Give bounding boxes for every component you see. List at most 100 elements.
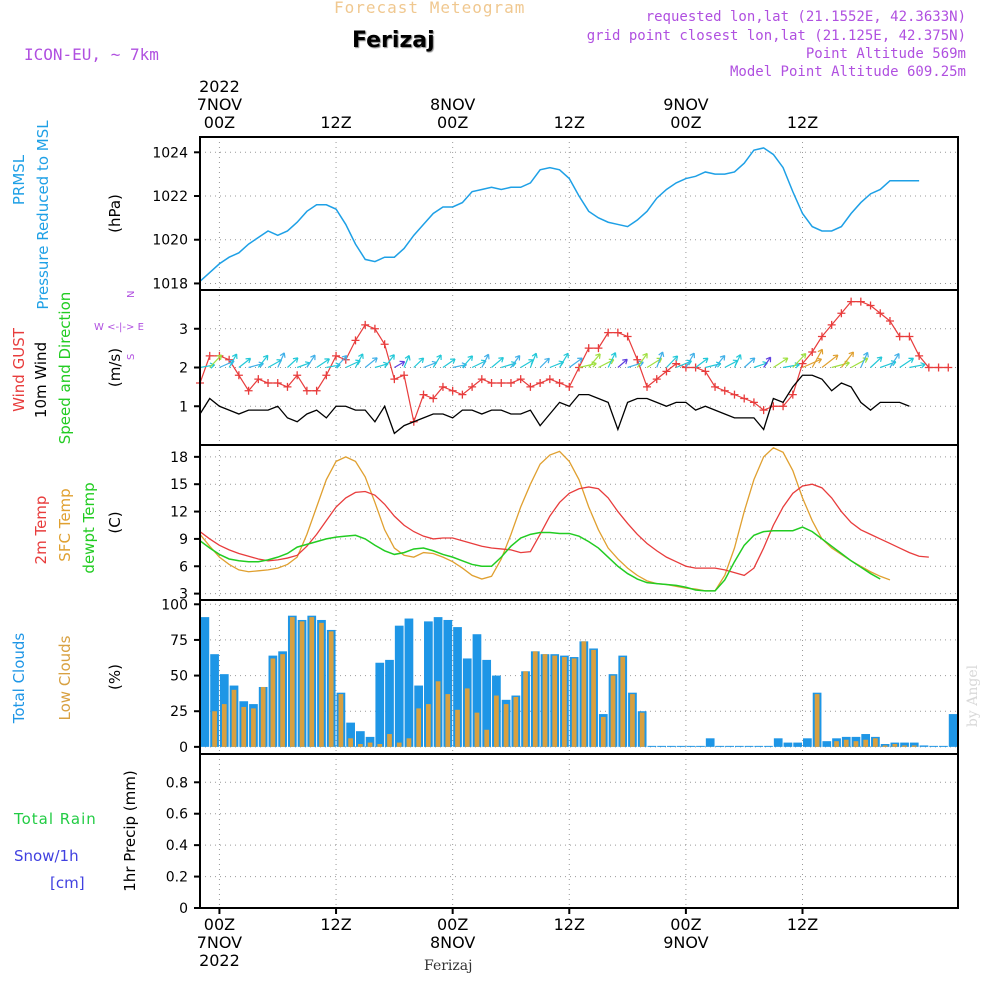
bottom-time-label: 8NOV (430, 933, 475, 952)
wind-arrow-head (689, 352, 696, 359)
series-label: Total Rain (13, 810, 97, 828)
ytick-label: 12 (170, 505, 188, 521)
low-cloud-bar (882, 745, 888, 747)
series-label: 2m Temp (32, 496, 50, 565)
wind-arrow-head (450, 358, 456, 364)
total-cloud-bar (424, 621, 433, 747)
compass-n: N (126, 291, 137, 298)
gust-point (788, 390, 797, 399)
series-layer (196, 147, 958, 747)
low-cloud-bar (523, 671, 528, 747)
ytick-label: 3 (179, 322, 188, 338)
ylabel-precip: 1hr Precip (mm) (121, 770, 139, 891)
low-cloud-bar (892, 744, 898, 747)
wind-arrow (802, 358, 822, 369)
gust-point (924, 363, 933, 372)
total-cloud-bar (909, 742, 919, 747)
ytick-label: 100 (161, 597, 188, 613)
ytick-label: 1024 (152, 145, 188, 161)
wind-arrow (491, 357, 504, 368)
series-label: dewpt Temp (80, 482, 98, 573)
wind-arrow-head (782, 357, 789, 363)
gust-point (565, 382, 574, 391)
wind-arrow-head (467, 355, 474, 361)
frame-precip (199, 753, 959, 909)
gust-point (458, 390, 467, 399)
wind-arrow-head (894, 353, 900, 359)
wind-arrow (899, 357, 914, 368)
wind-arrow (733, 354, 742, 368)
ytick-label: 75 (170, 633, 188, 649)
low-cloud-bar (600, 716, 606, 747)
total-cloud-bar (803, 738, 812, 747)
wind-arrow (384, 354, 395, 368)
gust-point (244, 386, 253, 395)
wind-arrow-head (404, 355, 411, 361)
gust-point (506, 379, 515, 387)
low-cloud-bar (630, 694, 635, 747)
gust-point (720, 386, 729, 395)
gust-point (264, 379, 273, 387)
wind-arrow (792, 353, 807, 368)
watermark: by Angel (962, 660, 992, 740)
wind-arrow (909, 363, 926, 369)
gust-point (934, 363, 943, 372)
gust-point (205, 351, 214, 360)
gust-point (672, 359, 681, 368)
pressure-line (199, 147, 920, 282)
wind-arrow (287, 357, 299, 368)
wind-arrow (636, 353, 648, 368)
ytick-label: 0.2 (166, 870, 188, 886)
total-cloud-bar (355, 731, 365, 747)
gust-point (730, 390, 739, 399)
gust-point (380, 340, 389, 349)
low-cloud-bar (455, 709, 460, 747)
low-cloud-bar (814, 694, 820, 747)
total-cloud-bar (900, 742, 909, 747)
model-label: ICON-EU, ~ 7km (24, 45, 159, 64)
wind-arrow-head (483, 353, 490, 360)
low-cloud-bar (357, 744, 363, 747)
low-cloud-bar (902, 745, 907, 747)
bottom-time-label: 2022 (199, 951, 240, 970)
dewpoint-line (199, 526, 881, 592)
total-cloud-bar (764, 745, 773, 747)
wind-arrow (364, 357, 378, 368)
grid-coords: grid point closest lon,lat (21.125E, 42.… (586, 28, 966, 44)
gust-point (594, 344, 603, 353)
wind-arrow-head (514, 354, 521, 361)
wind-arrow-head (577, 357, 583, 363)
gust-point (866, 301, 875, 310)
wind-arrow-head (642, 352, 648, 359)
gust-point (283, 382, 292, 391)
gust-point (847, 297, 856, 306)
wind-arrow-head (735, 354, 742, 360)
low-cloud-bar (591, 649, 596, 747)
top-time-label: 8NOV (430, 95, 475, 114)
wind-arrow (607, 352, 616, 368)
low-cloud-bar (416, 708, 422, 747)
total-cloud-bar (666, 745, 676, 747)
low-cloud-bar (406, 738, 412, 747)
gust-point (652, 375, 661, 384)
low-cloud-bar (532, 651, 538, 747)
gust-point (448, 386, 457, 395)
wind-arrow (335, 355, 348, 368)
wind-arrow-head (498, 357, 504, 363)
gust-point (419, 390, 428, 399)
low-cloud-bar (562, 657, 567, 747)
gust-point (273, 379, 282, 387)
total-cloud-bar (773, 738, 783, 747)
gust-point (691, 363, 700, 372)
wind-arrow (529, 352, 537, 368)
gust-point (254, 375, 263, 384)
top-time-label: 00Z (437, 113, 468, 132)
gust-point (302, 386, 311, 395)
gust-point (749, 398, 758, 407)
wind-arrow (306, 354, 316, 368)
low-cloud-bar (552, 655, 558, 747)
series-label: 10m Wind (32, 342, 50, 418)
top-time-label: 9NOV (663, 95, 708, 114)
top-time-label: 12Z (554, 113, 585, 132)
wind-arrow-head (372, 357, 378, 363)
